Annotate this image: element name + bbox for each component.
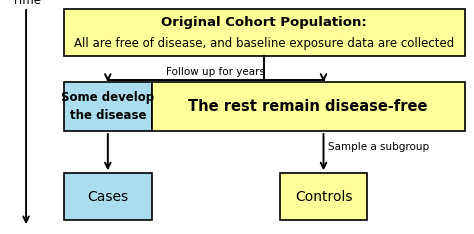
FancyBboxPatch shape — [64, 82, 152, 131]
Text: All are free of disease, and baseline exposure data are collected: All are free of disease, and baseline ex… — [74, 37, 455, 50]
FancyBboxPatch shape — [280, 173, 367, 220]
Text: The rest remain disease-free: The rest remain disease-free — [188, 99, 428, 114]
Text: Cases: Cases — [87, 190, 128, 204]
Text: Time: Time — [11, 0, 41, 7]
Text: Sample a subgroup: Sample a subgroup — [328, 143, 429, 152]
FancyBboxPatch shape — [152, 82, 465, 131]
Text: Follow up for years: Follow up for years — [166, 67, 265, 77]
Text: the disease: the disease — [70, 109, 146, 122]
Text: Some develop: Some develop — [61, 91, 155, 104]
Text: Original Cohort Population:: Original Cohort Population: — [161, 16, 367, 29]
Text: Controls: Controls — [295, 190, 352, 204]
FancyBboxPatch shape — [64, 173, 152, 220]
FancyBboxPatch shape — [64, 9, 465, 56]
